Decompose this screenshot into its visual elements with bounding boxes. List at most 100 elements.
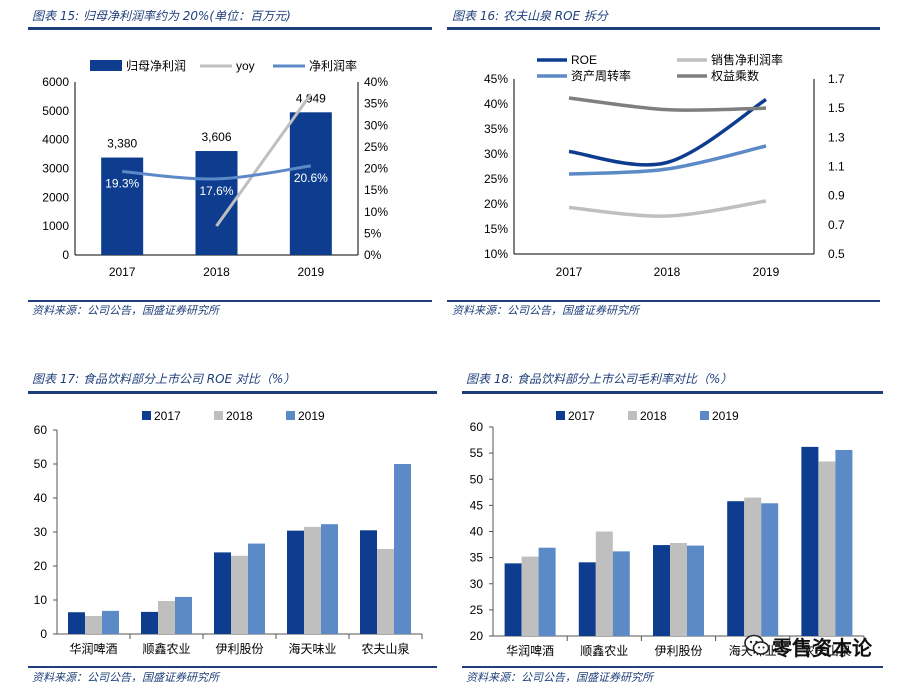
legend-swatch-2018 (628, 411, 637, 420)
bar-2018 (231, 555, 248, 634)
right-tick-label: 1.1 (828, 160, 845, 174)
bar-2017 (504, 563, 522, 636)
bar-2019 (612, 551, 630, 636)
bar-2018 (818, 461, 836, 636)
left-tick-label: 2000 (42, 190, 69, 204)
chart15-source: 资料来源：公司公告，国盛证券研究所 (32, 304, 219, 317)
bar-2018 (85, 615, 102, 634)
bar-2018 (670, 542, 687, 636)
left-tick-label: 25% (484, 172, 508, 186)
legend-swatch-net-profit (90, 60, 122, 71)
x-tick-label: 2017 (109, 265, 136, 279)
legend-swatch-2019 (700, 411, 709, 420)
bar-2017 (214, 552, 231, 634)
net-margin-label: 20.6% (294, 171, 328, 185)
chart18-source: 资料来源：公司公告，国盛证券研究所 (466, 671, 653, 684)
chart17-title: 图表 17: 食品饮料部分上市公司 ROE 对比（%） (32, 372, 296, 386)
chart17-top-rule (28, 391, 437, 394)
x-tick-label: 2017 (556, 265, 583, 279)
y-tick-label: 60 (34, 423, 48, 437)
left-tick-label: 3000 (42, 162, 69, 176)
bar-2019 (538, 547, 556, 636)
bar-2019 (394, 464, 411, 634)
y-tick-label: 30 (470, 577, 484, 591)
bar-2017 (653, 545, 670, 636)
y-tick-label: 10 (34, 593, 48, 607)
left-tick-label: 5000 (42, 104, 69, 118)
right-tick-label: 1.3 (828, 130, 845, 144)
legend-label-yoy: yoy (236, 59, 255, 73)
bar-2018 (744, 497, 762, 636)
legend-swatch-2017 (142, 411, 151, 420)
y-tick-label: 50 (34, 457, 48, 471)
bar-2019 (687, 545, 704, 636)
bar-net-profit (289, 112, 332, 255)
right-tick-label: 0.7 (828, 218, 845, 232)
x-tick-label: 2019 (297, 265, 324, 279)
net-margin-line (568, 199, 767, 218)
chart15-bottom-rule (28, 300, 432, 302)
chart16-title: 图表 16: 农夫山泉 ROE 拆分 (452, 9, 608, 23)
left-tick-label: 45% (484, 72, 508, 86)
x-tick-label: 农夫山泉 (803, 644, 851, 658)
bar-2017 (141, 611, 158, 634)
legend-swatch-2018 (214, 411, 223, 420)
legend-label-2018: 2018 (640, 409, 667, 423)
chart17-bottom-rule (28, 666, 437, 668)
right-tick-label: 10% (364, 205, 388, 219)
legend-asset-turnover-label: 资产周转率 (571, 68, 631, 83)
legend-label-2019: 2019 (712, 409, 739, 423)
chart15-title: 图表 15: 归母净利润率约为 20%(单位：百万元) (32, 9, 291, 23)
x-tick-label: 2019 (753, 265, 780, 279)
watermark-text: 零售资本论 (772, 636, 872, 660)
chart18-svg: 202530354045505560华润啤酒顺鑫农业伊利股份海天味业农夫山泉20… (470, 409, 865, 658)
bar-2019 (321, 524, 338, 634)
chart18-top-rule (462, 391, 883, 394)
x-tick-label: 顺鑫农业 (142, 641, 190, 656)
legend-label-2017: 2017 (154, 409, 181, 423)
y-tick-label: 50 (470, 472, 484, 486)
legend-label-2017: 2017 (568, 409, 595, 423)
chart16-bottom-rule (447, 300, 880, 302)
chart18-bottom-rule (462, 666, 883, 668)
bar-2017 (68, 612, 85, 634)
watermark: 零售资本论 (744, 632, 884, 662)
bar-data-label: 3,380 (107, 137, 137, 151)
net-margin-label: 19.3% (105, 177, 139, 191)
bar-data-label: 3,606 (201, 130, 231, 144)
bar-data-label: 4,949 (296, 91, 326, 105)
left-tick-label: 1000 (42, 219, 69, 233)
roe-line (568, 98, 767, 167)
chart16-top-rule (447, 27, 880, 30)
chart18-title: 图表 18: 食品饮料部分上市公司毛利率对比（%） (466, 372, 733, 386)
chart16-source: 资料来源：公司公告，国盛证券研究所 (452, 304, 639, 317)
right-tick-label: 0.5 (828, 247, 845, 261)
bar-2017 (801, 446, 819, 636)
y-tick-label: 35 (470, 551, 484, 565)
y-tick-label: 20 (34, 559, 48, 573)
left-tick-label: 35% (484, 122, 508, 136)
legend-swatch-2017 (556, 411, 565, 420)
left-tick-label: 6000 (42, 75, 69, 89)
y-tick-label: 20 (470, 629, 484, 643)
right-tick-label: 5% (364, 226, 382, 240)
x-tick-label: 海天味业 (288, 641, 336, 656)
x-tick-label: 华润啤酒 (69, 641, 117, 656)
right-tick-label: 20% (364, 162, 388, 176)
chart15-svg: 0 1000 2000 3000 4000 5000 6000 0% 5% 10% 15% 20% 25… (42, 58, 388, 279)
wechat-icon (744, 634, 770, 655)
bar-2018 (595, 531, 613, 636)
y-tick-label: 55 (470, 446, 484, 460)
left-tick-label: 15% (484, 222, 508, 236)
legend-roe-label: ROE (571, 53, 597, 67)
bar-2019 (248, 543, 265, 634)
legend-swatch-2019 (286, 411, 295, 420)
bar-2017 (727, 501, 745, 636)
chart16-svg: 10% 15% 20% 25% 30% 35% 40% 45% 0.5 0.7 0.9 1.1 1.3 1… (484, 52, 845, 279)
y-tick-label: 0 (40, 627, 47, 641)
x-tick-label: 2018 (203, 265, 230, 279)
y-tick-label: 60 (470, 420, 484, 434)
left-tick-label: 20% (484, 197, 508, 211)
bar-2019 (761, 503, 779, 636)
y-tick-label: 25 (470, 603, 484, 617)
